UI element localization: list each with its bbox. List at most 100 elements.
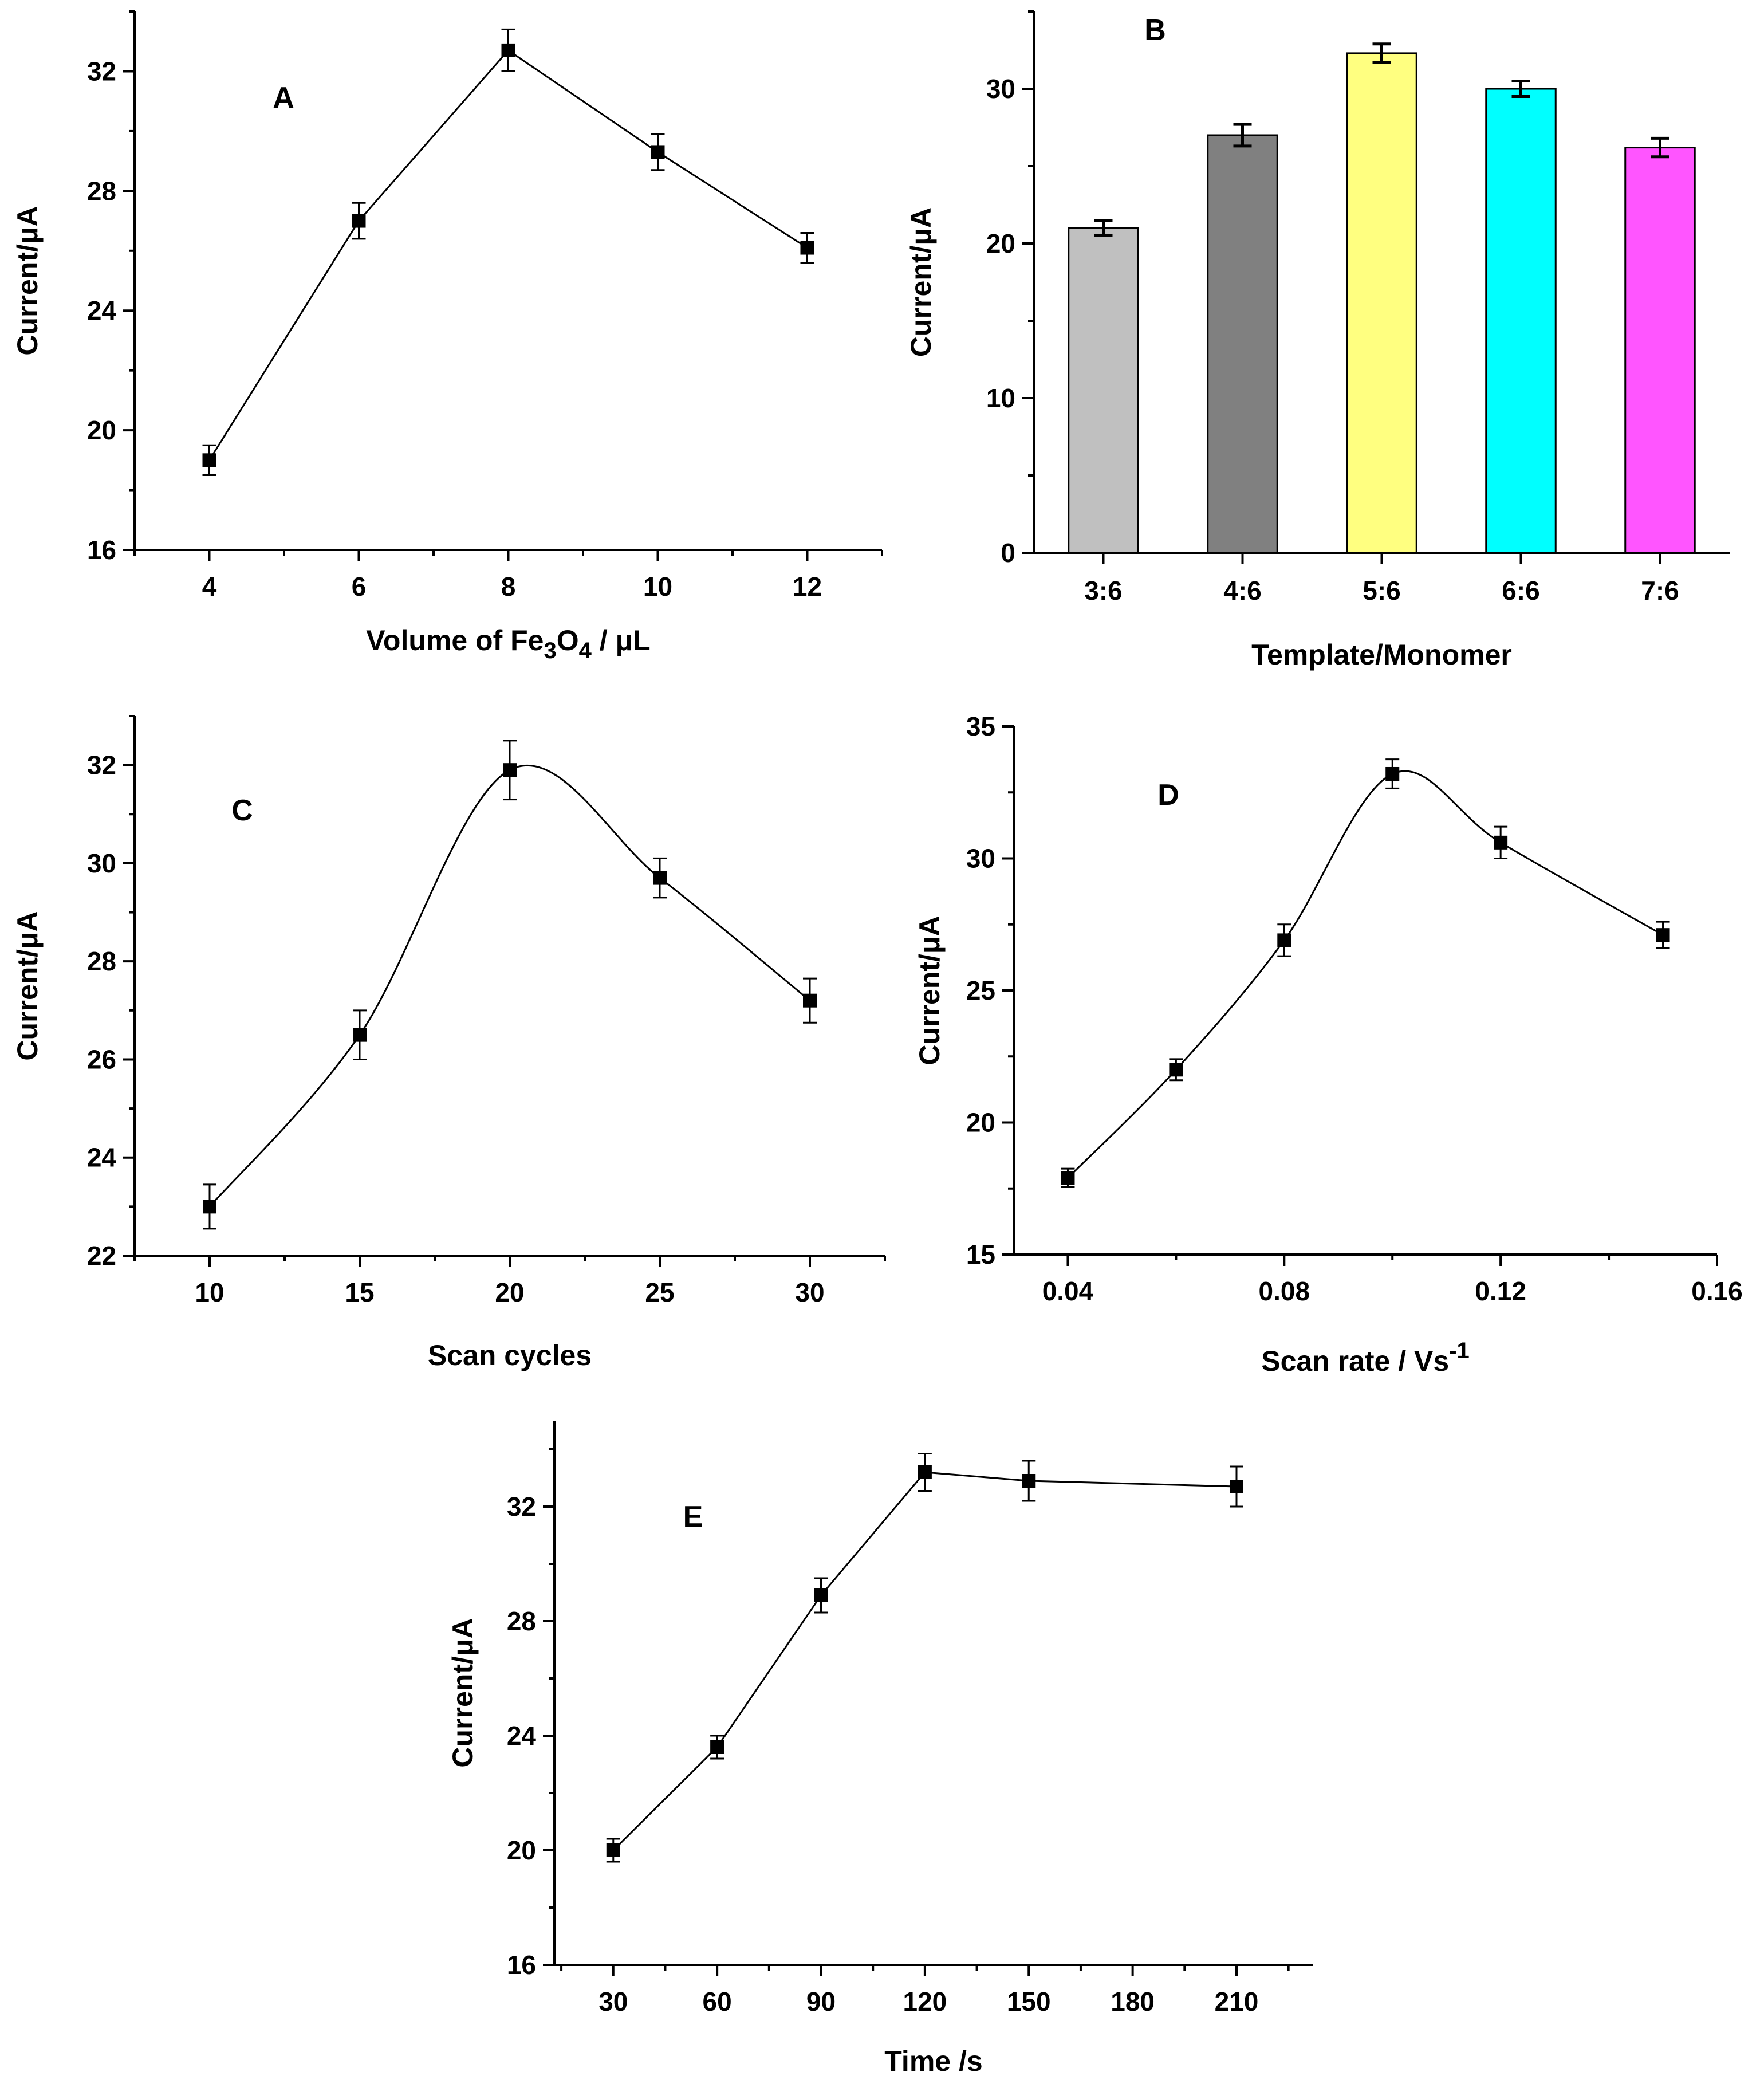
x-tick-label: 180 [1111,1987,1155,2016]
x-tick-label: 150 [1007,1987,1051,2016]
y-tick-label: 10 [986,383,1015,413]
x-tick-label: 120 [903,1987,947,2016]
data-point [1656,928,1670,942]
x-axis-title: Volume of Fe3O4 / μL [366,624,650,663]
y-tick-label: 30 [986,74,1015,104]
x-tick-label: 6 [352,572,367,601]
data-point [803,993,817,1008]
data-point [1061,1171,1075,1185]
series-curve [1067,770,1664,1179]
x-tick-label: 210 [1215,1987,1259,2016]
x-tick-label: 0.08 [1259,1276,1310,1306]
y-tick-label: 30 [87,848,116,878]
y-tick-label: 32 [87,56,116,86]
x-tick-label: 8 [501,572,516,601]
data-point [1385,766,1400,781]
y-tick-label: 16 [507,1950,536,1980]
y-tick-label: 20 [986,229,1015,258]
x-tick-label: 10 [643,572,672,601]
panel-e: 16 20 24 28 32 30 60 90 120 150 180 210 Current/μA Ti… [447,1421,1313,2077]
bar [1346,52,1418,554]
data-point [814,1588,828,1602]
y-axis-title: Current/μA [447,1618,479,1767]
data-point [352,214,366,228]
panel-a: 16 20 24 28 32 4 6 8 10 12 Current/μA Volume of Fe3… [11,10,883,663]
x-axis-title-part: Scan rate / Vs [1261,1345,1449,1377]
bar [1068,227,1139,554]
x-axis-title-subscript: 4 [579,638,592,663]
y-tick-label: 30 [966,844,995,874]
y-axis-title: Current/μA [11,206,44,355]
bar [1207,134,1278,554]
data-point [501,43,515,57]
x-axis-title-superscript: -1 [1449,1338,1470,1363]
y-axis-title: Current/μA [905,207,937,357]
series-line [208,49,808,461]
y-tick-label: 35 [966,711,995,741]
data-point [606,1843,620,1857]
panel-d: 15 20 25 30 35 0.04 0.08 0.12 0.16 Current/μA Scan… [914,711,1743,1377]
y-tick-label: 28 [87,946,116,976]
y-tick-label: 0 [1001,538,1015,568]
x-axis-title-part: / μL [592,624,651,656]
x-tick-label: 90 [806,1987,836,2016]
x-axis-title-part: Volume of Fe [366,624,544,656]
x-tick-label: 10 [195,1277,224,1307]
panel-letter: A [273,81,294,115]
x-tick-label: 0.12 [1475,1276,1526,1306]
x-tick-label: 0.16 [1691,1276,1743,1306]
panel-letter: D [1157,778,1179,812]
y-tick-label: 22 [87,1241,116,1271]
data-point [800,241,814,255]
data-point [202,453,216,467]
x-tick-label: 30 [795,1277,824,1307]
x-tick-label: 4:6 [1223,576,1261,605]
x-tick-label: 60 [703,1987,732,2016]
data-point [651,145,665,159]
y-tick-label: 32 [507,1492,536,1521]
x-tick-label: 15 [345,1277,374,1307]
data-point [1022,1474,1036,1488]
x-tick-label: 4 [202,572,217,601]
panel-letter: B [1144,14,1166,47]
x-tick-label: 6:6 [1502,576,1539,605]
data-point [1494,835,1508,850]
panel-c: 22 24 26 28 30 32 10 15 20 25 30 Current/μA Scan cyc… [11,715,886,1371]
x-axis-title: Time /s [884,2045,982,2077]
data-point [1169,1063,1183,1077]
data-point [503,763,517,777]
y-tick-label: 26 [87,1044,116,1074]
y-tick-label: 24 [87,1143,117,1173]
y-tick-label: 20 [966,1108,995,1138]
y-tick-label: 24 [507,1721,537,1751]
x-tick-label: 0.04 [1042,1276,1094,1306]
x-tick-label: 25 [645,1277,674,1307]
data-point [710,1740,724,1754]
x-tick-label: 20 [495,1277,524,1307]
x-tick-label: 3:6 [1084,576,1122,605]
x-axis-title: Template/Monomer [1251,639,1512,671]
y-tick-label: 28 [87,176,116,206]
panel-b: 0 10 20 30 3:6 4:6 5:6 6:6 7:6 Current/μA Template… [905,10,1730,671]
x-axis-title-part: O [557,624,579,656]
y-tick-label: 25 [966,976,995,1005]
x-tick-label: 12 [793,572,822,601]
data-point [653,871,667,885]
y-tick-label: 20 [87,415,116,445]
x-tick-label: 30 [598,1987,628,2016]
x-axis-title: Scan rate / Vs-1 [1261,1338,1470,1377]
y-tick-label: 32 [87,750,116,780]
data-point [1277,933,1292,947]
y-tick-label: 24 [87,296,117,325]
y-tick-label: 15 [966,1240,995,1269]
y-axis-title: Current/μA [11,911,44,1060]
data-point [918,1465,932,1479]
x-tick-label: 7:6 [1641,576,1679,605]
series-line [612,1471,1237,1851]
data-point [1229,1480,1243,1493]
x-axis-title: Scan cycles [428,1339,592,1371]
series-curve [208,765,810,1208]
data-point [203,1200,216,1214]
panel-letter: E [683,1500,703,1534]
